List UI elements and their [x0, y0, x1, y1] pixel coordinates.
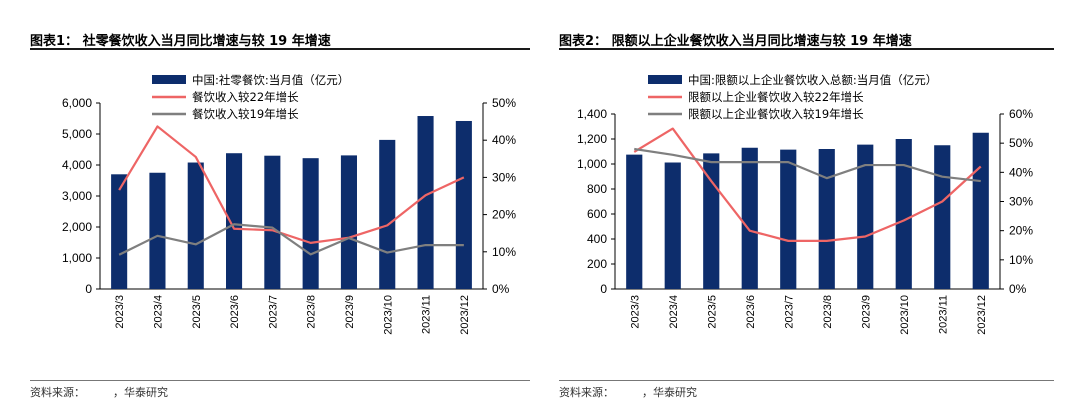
bar	[741, 147, 758, 289]
chart-canvas: 0 200 400 600 800 1,000 1,200 1,400 0% 10% 20% 30% 4…	[577, 73, 1033, 335]
x-tick-label: 2023/3	[114, 295, 126, 329]
x-tick-label: 2023/6	[745, 295, 757, 329]
legend-label: 限额以上企业餐饮收入较22年增长	[688, 90, 864, 104]
chart-canvas: 0 1,000 2,000 3,000 4,000 5,000 6,000 0% 10% 20% 3…	[62, 73, 516, 335]
legend-swatch	[152, 75, 186, 84]
series-line	[634, 147, 981, 183]
bar	[264, 155, 281, 289]
legend-swatch	[648, 75, 682, 84]
bar	[111, 174, 128, 289]
series-line	[118, 223, 464, 256]
bar	[934, 145, 951, 289]
right-tick-label: 20%	[492, 208, 516, 222]
chart-source: 资料来源： ，华泰研究	[559, 386, 697, 399]
x-tick-label: 2023/12	[459, 295, 471, 335]
bar	[226, 153, 243, 289]
x-tick-label: 2023/8	[822, 295, 834, 329]
legend-label: 中国:社零餐饮:当月值（亿元）	[192, 73, 349, 87]
right-tick-label: 30%	[1009, 195, 1033, 209]
bar	[149, 172, 166, 289]
left-tick-label: 800	[587, 182, 607, 196]
bar	[302, 158, 319, 289]
left-tick-label: 1,200	[577, 132, 607, 146]
right-tick-label: 50%	[1009, 136, 1033, 150]
bar	[340, 155, 357, 289]
x-tick-label: 2023/4	[152, 295, 164, 329]
x-tick-label: 2023/10	[899, 295, 911, 335]
x-tick-label: 2023/9	[860, 295, 872, 329]
x-tick-label: 2023/5	[191, 295, 203, 329]
x-tick-label: 2023/3	[629, 295, 641, 329]
right-tick-label: 60%	[1009, 107, 1033, 121]
series-line	[118, 125, 465, 244]
right-tick-label: 20%	[1009, 224, 1033, 238]
chart-panel-1: 图表1： 社零餐饮收入当月同比增速与较 19 年增速 0 1,000 2,000 3,…	[0, 0, 530, 419]
chart-title: 图表2： 限额以上企业餐饮收入当月同比增速与较 19 年增速	[559, 34, 912, 49]
bar	[857, 144, 874, 289]
left-tick-label: 1,000	[62, 251, 92, 265]
left-tick-label: 1,000	[577, 157, 607, 171]
left-tick-label: 5,000	[62, 127, 92, 141]
bar	[626, 154, 643, 289]
bar	[455, 120, 472, 289]
right-tick-label: 0%	[492, 282, 510, 296]
left-tick-label: 0	[600, 282, 607, 296]
bar	[780, 149, 797, 289]
left-tick-label: 400	[587, 232, 607, 246]
chart-source: 资料来源： ，华泰研究	[30, 386, 168, 399]
bar	[417, 116, 434, 290]
right-tick-label: 10%	[492, 245, 516, 259]
chart-panel-2: 图表2： 限额以上企业餐饮收入当月同比增速与较 19 年增速 0 200 400 60…	[557, 0, 1082, 419]
x-tick-label: 2023/6	[229, 295, 241, 329]
left-tick-label: 200	[587, 257, 607, 271]
right-tick-label: 10%	[1009, 253, 1033, 267]
x-tick-label: 2023/7	[267, 295, 279, 329]
source-rule	[559, 380, 1054, 381]
chart-title: 图表1： 社零餐饮收入当月同比增速与较 19 年增速	[30, 34, 331, 49]
legend-label: 限额以上企业餐饮收入较19年增长	[688, 107, 864, 121]
left-tick-label: 3,000	[62, 189, 92, 203]
left-tick-label: 4,000	[62, 158, 92, 172]
x-tick-label: 2023/11	[937, 295, 949, 334]
x-tick-label: 2023/8	[306, 295, 318, 329]
legend-label: 中国:限额以上企业餐饮收入总额:当月值（亿元）	[688, 73, 937, 87]
left-tick-label: 6,000	[62, 96, 92, 110]
x-tick-label: 2023/9	[344, 295, 356, 329]
title-rule	[559, 48, 1054, 50]
right-tick-label: 0%	[1009, 282, 1027, 296]
x-tick-label: 2023/5	[706, 295, 718, 329]
x-tick-label: 2023/4	[668, 295, 680, 329]
bar	[972, 132, 989, 289]
right-tick-label: 30%	[492, 170, 516, 184]
bar	[895, 139, 912, 289]
right-tick-label: 40%	[1009, 165, 1033, 179]
left-tick-label: 2,000	[62, 220, 92, 234]
source-rule	[30, 380, 530, 381]
legend-label: 餐饮收入较19年增长	[192, 107, 299, 121]
title-rule	[30, 48, 530, 50]
x-tick-label: 2023/11	[421, 295, 433, 334]
bar	[379, 139, 396, 289]
bar	[818, 149, 835, 289]
legend-label: 餐饮收入较22年增长	[192, 90, 299, 104]
x-tick-label: 2023/12	[976, 295, 988, 335]
x-tick-label: 2023/7	[783, 295, 795, 329]
left-tick-label: 1,400	[577, 107, 607, 121]
left-tick-label: 600	[587, 207, 607, 221]
left-tick-label: 0	[85, 282, 92, 296]
series-line	[633, 127, 982, 242]
right-tick-label: 50%	[492, 96, 516, 110]
right-tick-label: 40%	[492, 133, 516, 147]
x-tick-label: 2023/10	[382, 295, 394, 335]
bar	[664, 162, 681, 289]
bar	[187, 162, 204, 289]
